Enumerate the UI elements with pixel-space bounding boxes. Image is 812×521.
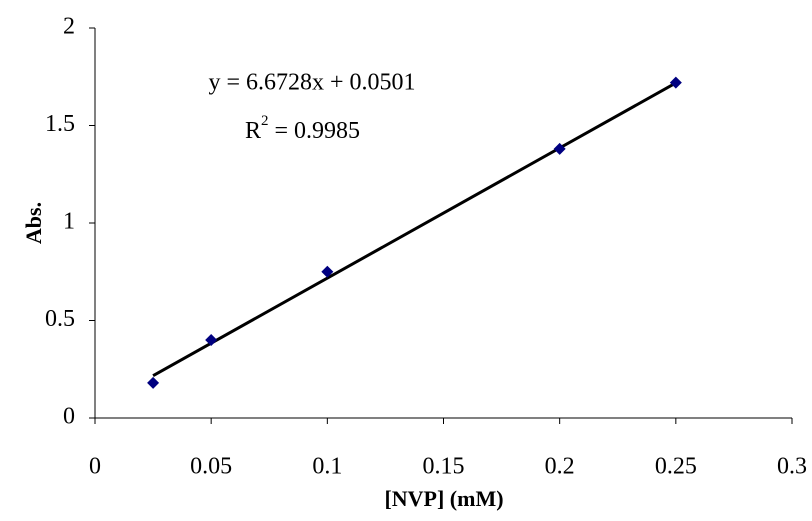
x-tick-label: 0.25 (655, 454, 697, 480)
y-tick-label: 0 (63, 404, 75, 430)
data-point (147, 377, 159, 389)
y-tick-label: 1.5 (45, 111, 75, 137)
x-tick-label: 0.05 (190, 454, 232, 480)
x-tick-label: 0.2 (545, 454, 575, 480)
chart: y = 6.6728x + 0.0501 R2 = 0.9985 [NVP] (… (0, 0, 812, 521)
x-tick-label: 0 (89, 454, 101, 480)
x-tick-label: 0.15 (423, 454, 465, 480)
r-symbol: R (245, 118, 261, 144)
trendline-equation: y = 6.6728x + 0.0501 (208, 70, 415, 96)
x-axis-title: [NVP] (mM) (384, 486, 503, 511)
r-value: = 0.9985 (269, 118, 361, 144)
r-exponent: 2 (261, 113, 269, 129)
x-tick-label: 0.1 (312, 454, 342, 480)
y-tick-label: 0.5 (45, 306, 75, 332)
trendline (153, 83, 676, 376)
y-axis-title: Abs. (21, 202, 46, 244)
r-squared: R2 = 0.9985 (245, 113, 360, 143)
y-tick-label: 1 (63, 209, 75, 235)
y-tick-label: 2 (63, 14, 75, 40)
x-tick-label: 0.3 (777, 454, 807, 480)
